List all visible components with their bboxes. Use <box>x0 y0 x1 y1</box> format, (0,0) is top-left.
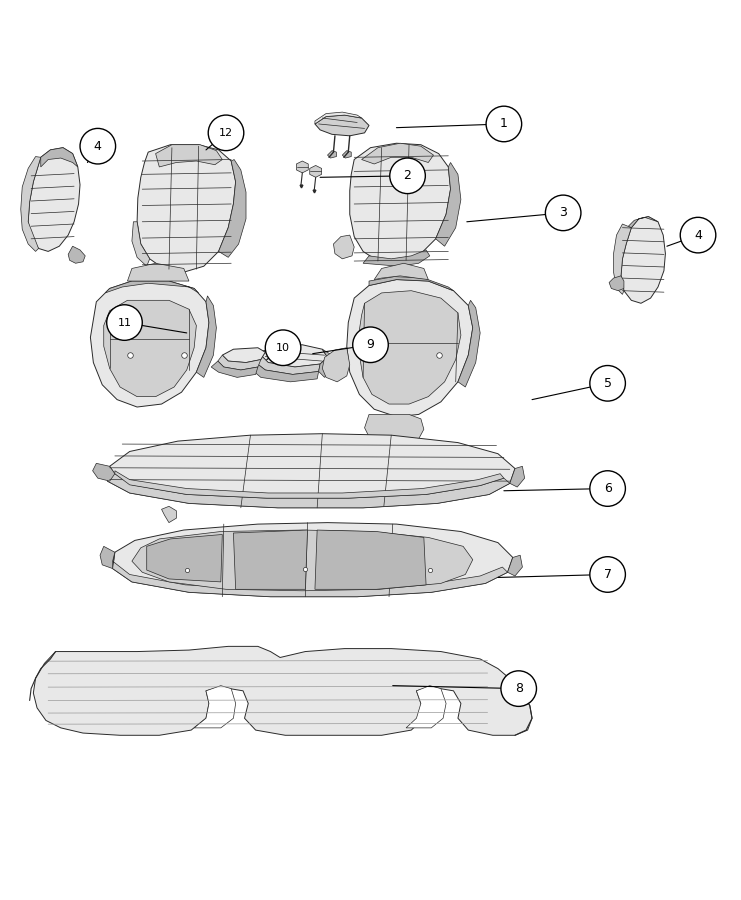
Polygon shape <box>33 646 532 735</box>
Circle shape <box>353 327 388 363</box>
Text: 7: 7 <box>604 568 611 581</box>
Circle shape <box>208 115 244 150</box>
Polygon shape <box>194 686 236 728</box>
Polygon shape <box>256 354 320 374</box>
Polygon shape <box>458 301 480 387</box>
Polygon shape <box>68 247 85 264</box>
Text: 2: 2 <box>404 169 411 183</box>
Circle shape <box>545 195 581 230</box>
Polygon shape <box>369 276 453 291</box>
Polygon shape <box>436 163 461 247</box>
Polygon shape <box>115 471 504 499</box>
Circle shape <box>486 106 522 141</box>
Polygon shape <box>322 347 350 382</box>
Circle shape <box>501 670 536 706</box>
Polygon shape <box>319 349 332 377</box>
Polygon shape <box>107 466 510 508</box>
Text: 4: 4 <box>694 229 702 241</box>
Polygon shape <box>362 143 433 164</box>
Polygon shape <box>614 224 631 294</box>
Polygon shape <box>28 148 80 251</box>
Polygon shape <box>127 264 189 281</box>
Polygon shape <box>333 235 354 259</box>
Text: 12: 12 <box>219 128 233 138</box>
Text: 5: 5 <box>604 377 611 390</box>
Polygon shape <box>342 150 351 158</box>
Polygon shape <box>296 161 308 173</box>
Polygon shape <box>107 434 515 508</box>
Polygon shape <box>233 530 308 590</box>
Text: 1: 1 <box>500 118 508 130</box>
Circle shape <box>390 158 425 194</box>
Polygon shape <box>90 281 209 407</box>
Polygon shape <box>406 686 446 728</box>
Polygon shape <box>218 356 261 370</box>
Text: 6: 6 <box>604 482 611 495</box>
Polygon shape <box>113 523 513 597</box>
Circle shape <box>107 305 142 340</box>
Text: 10: 10 <box>276 343 290 353</box>
Polygon shape <box>609 276 624 291</box>
Polygon shape <box>147 535 222 582</box>
Polygon shape <box>347 280 473 417</box>
Polygon shape <box>156 145 222 166</box>
Polygon shape <box>510 466 525 487</box>
Polygon shape <box>350 143 451 264</box>
Polygon shape <box>328 150 336 158</box>
Polygon shape <box>21 157 41 251</box>
Polygon shape <box>222 347 265 363</box>
Circle shape <box>265 330 301 365</box>
Polygon shape <box>41 148 78 166</box>
Polygon shape <box>196 296 216 377</box>
Text: 4: 4 <box>94 140 102 153</box>
Polygon shape <box>365 414 424 441</box>
Polygon shape <box>315 115 369 136</box>
Polygon shape <box>310 166 322 177</box>
Polygon shape <box>219 159 246 257</box>
Polygon shape <box>315 530 426 590</box>
Circle shape <box>590 557 625 592</box>
Text: 8: 8 <box>515 682 522 695</box>
Text: 9: 9 <box>367 338 374 351</box>
Text: 3: 3 <box>559 206 567 220</box>
Circle shape <box>590 471 625 507</box>
Polygon shape <box>374 264 428 280</box>
Circle shape <box>590 365 625 401</box>
Polygon shape <box>132 221 150 266</box>
Polygon shape <box>508 555 522 576</box>
Polygon shape <box>363 250 430 266</box>
Polygon shape <box>250 363 319 382</box>
Polygon shape <box>137 145 236 272</box>
Polygon shape <box>104 301 196 397</box>
Polygon shape <box>359 291 461 404</box>
Polygon shape <box>113 553 508 597</box>
Polygon shape <box>132 530 473 590</box>
Polygon shape <box>162 507 176 523</box>
Text: 11: 11 <box>118 318 131 328</box>
Polygon shape <box>621 217 665 303</box>
Polygon shape <box>100 546 115 569</box>
Polygon shape <box>105 281 199 292</box>
Polygon shape <box>93 464 115 482</box>
Polygon shape <box>259 345 328 367</box>
Circle shape <box>680 217 716 253</box>
Polygon shape <box>315 112 362 124</box>
Circle shape <box>80 129 116 164</box>
Polygon shape <box>211 361 258 377</box>
Polygon shape <box>628 217 658 228</box>
